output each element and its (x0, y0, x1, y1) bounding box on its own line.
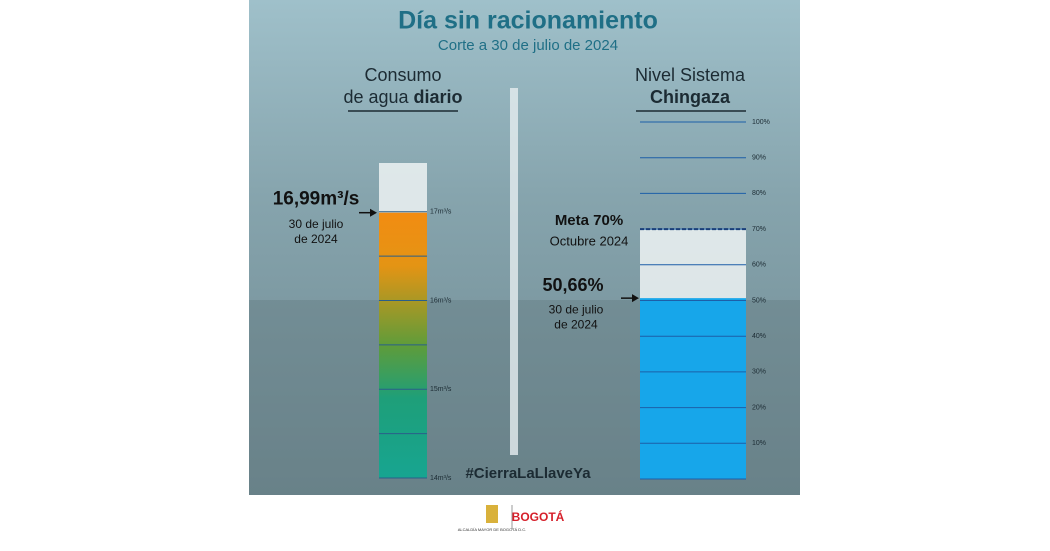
divider (510, 88, 518, 455)
tick-label: 70% (752, 226, 766, 233)
value-label: 16,99m³/s (273, 189, 360, 210)
hashtag: #CierraLaLlaveYa (465, 465, 591, 482)
subtitle: Corte a 30 de julio de 2024 (438, 37, 618, 54)
goal-label: Meta 70% (555, 212, 623, 229)
tick-label: 15m³/s (430, 386, 452, 393)
heading-part: de agua (343, 87, 409, 107)
tick-label: 10% (752, 440, 766, 447)
date-label: 30 de julio (289, 217, 344, 231)
tick-label: 90% (752, 155, 766, 162)
tick-label: 17m³/s (430, 209, 452, 216)
heading: Nivel Sistema (635, 65, 746, 85)
tick-label: 60% (752, 262, 766, 269)
date-label: de 2024 (554, 317, 598, 331)
crest-logo (486, 505, 498, 523)
tick-label: 30% (752, 369, 766, 376)
goal-date: Octubre 2024 (550, 234, 629, 249)
heading: Chingaza (650, 87, 731, 107)
date-label: 30 de julio (549, 302, 604, 316)
tick-label: 100% (752, 119, 770, 126)
footer-right: BOGOTÁ (512, 509, 565, 524)
footer-left: ALCALDÍA MAYOR DE BOGOTÁ D.C. (458, 527, 527, 532)
tick-label: 16m³/s (430, 297, 452, 304)
value-label: 50,66% (542, 275, 603, 295)
heading-part: diario (414, 87, 463, 107)
date-label: de 2024 (294, 232, 338, 246)
arrow-head (632, 294, 639, 303)
tick-label: 20% (752, 404, 766, 411)
tick-label: 80% (752, 190, 766, 197)
heading: de agua diario (343, 87, 462, 107)
title: Día sin racionamiento (398, 7, 658, 35)
level-fill (640, 298, 746, 479)
arrow-head (370, 208, 377, 217)
heading: Consumo (364, 65, 441, 85)
tick-label: 40% (752, 333, 766, 340)
tick-label: 14m³/s (430, 475, 452, 482)
tick-label: 50% (752, 297, 766, 304)
